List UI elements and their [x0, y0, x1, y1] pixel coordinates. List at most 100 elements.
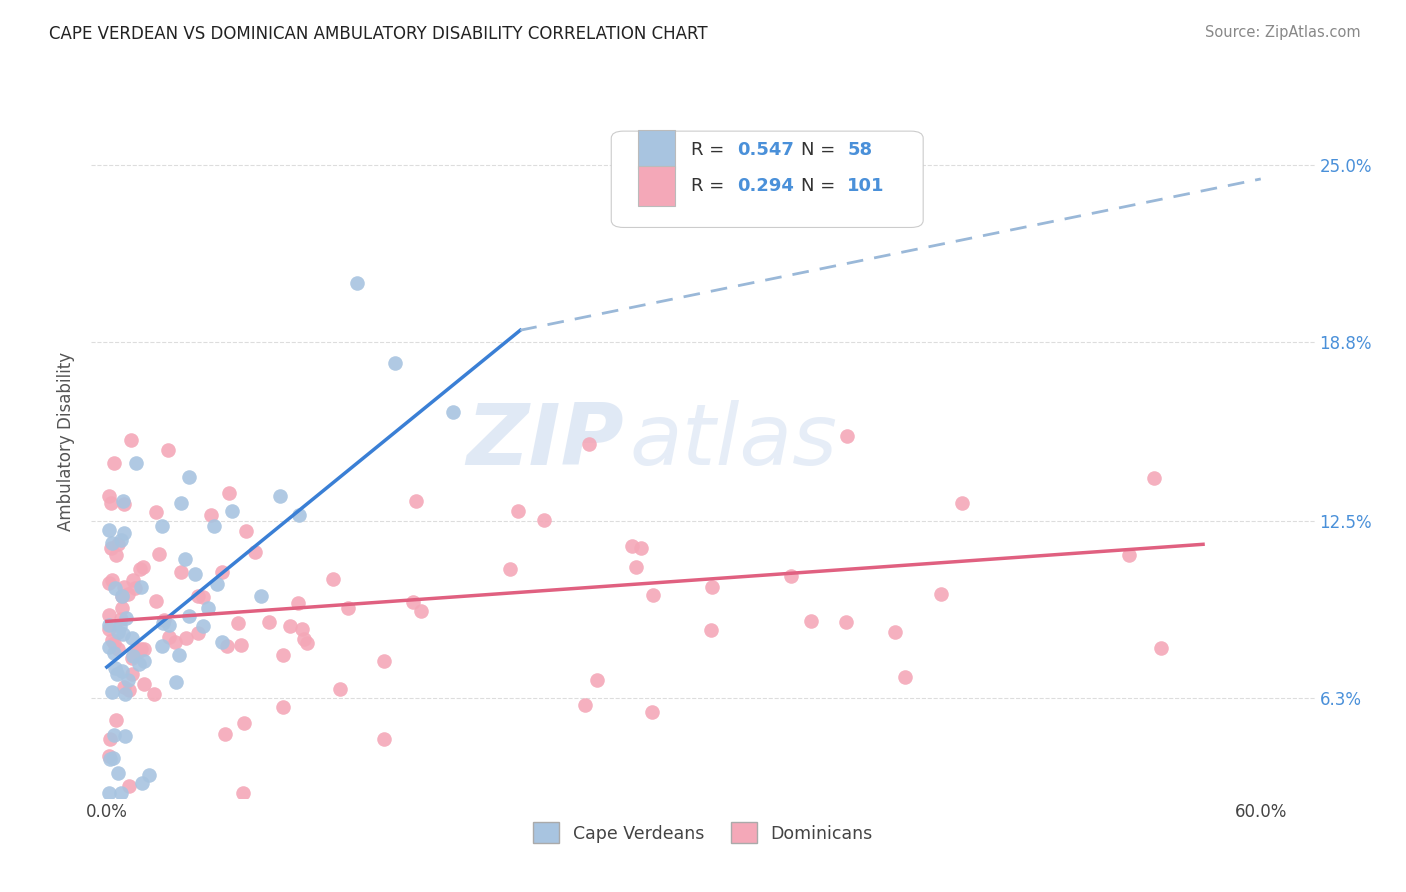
Point	[142, 687, 165, 701]
Point	[191, 619, 214, 633]
Point	[157, 617, 180, 632]
Point	[578, 437, 600, 451]
Point	[97, 622, 120, 636]
Point	[105, 666, 128, 681]
Point	[835, 428, 858, 442]
Point	[211, 635, 233, 649]
FancyBboxPatch shape	[612, 131, 924, 227]
Point	[894, 670, 917, 684]
Point	[132, 677, 155, 691]
Point	[152, 615, 174, 630]
Text: 0.294: 0.294	[737, 177, 794, 195]
Text: R =: R =	[690, 141, 730, 159]
Point	[187, 589, 209, 603]
Text: N =: N =	[801, 177, 841, 195]
Point	[1118, 548, 1140, 562]
Point	[1150, 640, 1173, 655]
Point	[499, 562, 522, 576]
Point	[779, 568, 801, 582]
Text: N =: N =	[801, 141, 841, 159]
Point	[215, 640, 238, 654]
Point	[129, 562, 152, 576]
FancyBboxPatch shape	[638, 166, 675, 205]
Point	[290, 622, 312, 636]
Point	[641, 705, 664, 719]
Point	[280, 619, 302, 633]
Point	[184, 566, 207, 581]
Point	[121, 631, 143, 645]
Point	[104, 661, 127, 675]
Text: 0.547: 0.547	[737, 141, 794, 159]
Point	[800, 614, 823, 628]
Point	[111, 494, 134, 508]
Point	[103, 728, 125, 742]
Point	[101, 573, 124, 587]
Point	[643, 589, 665, 603]
Point	[107, 537, 129, 551]
Point	[835, 615, 858, 630]
Point	[125, 456, 148, 470]
Point	[150, 519, 173, 533]
Y-axis label: Ambulatory Disability: Ambulatory Disability	[58, 352, 76, 531]
Point	[97, 523, 120, 537]
Point	[329, 681, 352, 696]
Point	[177, 608, 200, 623]
Point	[134, 654, 156, 668]
Point	[150, 639, 173, 653]
Point	[205, 576, 228, 591]
Point	[111, 627, 134, 641]
Point	[127, 645, 149, 659]
Point	[292, 632, 315, 647]
Point	[101, 685, 124, 699]
Point	[1143, 470, 1166, 484]
Point	[110, 786, 132, 800]
Point	[121, 666, 143, 681]
Point	[295, 636, 318, 650]
Point	[373, 731, 395, 746]
Point	[700, 580, 723, 594]
Point	[101, 535, 124, 549]
Point	[148, 547, 170, 561]
Point	[883, 625, 905, 640]
Point	[574, 698, 596, 713]
Point	[97, 786, 120, 800]
Point	[231, 638, 253, 652]
Point	[129, 642, 152, 657]
Point	[110, 589, 132, 603]
Point	[179, 470, 201, 484]
Text: 58: 58	[848, 141, 873, 159]
FancyBboxPatch shape	[638, 130, 675, 169]
Point	[585, 673, 607, 688]
Point	[122, 574, 145, 588]
Point	[138, 768, 160, 782]
Text: CAPE VERDEAN VS DOMINICAN AMBULATORY DISABILITY CORRELATION CHART: CAPE VERDEAN VS DOMINICAN AMBULATORY DIS…	[49, 25, 707, 43]
Point	[200, 508, 222, 522]
Point	[506, 504, 529, 518]
Point	[257, 615, 280, 629]
Point	[103, 456, 125, 470]
Point	[402, 595, 425, 609]
Point	[103, 646, 125, 660]
Point	[112, 526, 135, 541]
Point	[193, 590, 215, 604]
Point	[114, 688, 136, 702]
Point	[128, 657, 150, 671]
Point	[243, 545, 266, 559]
Point	[121, 650, 143, 665]
Point	[145, 594, 167, 608]
Point	[174, 552, 197, 566]
Point	[120, 433, 142, 447]
Point	[145, 505, 167, 519]
Point	[107, 765, 129, 780]
Point	[97, 640, 120, 654]
Point	[98, 607, 121, 622]
Point	[221, 503, 243, 517]
Point	[108, 618, 131, 632]
Point	[232, 786, 254, 800]
Point	[533, 513, 555, 527]
Point	[167, 648, 190, 663]
Point	[620, 539, 643, 553]
Point	[288, 508, 311, 522]
Point	[337, 600, 360, 615]
Legend: Cape Verdeans, Dominicans: Cape Verdeans, Dominicans	[526, 815, 880, 850]
